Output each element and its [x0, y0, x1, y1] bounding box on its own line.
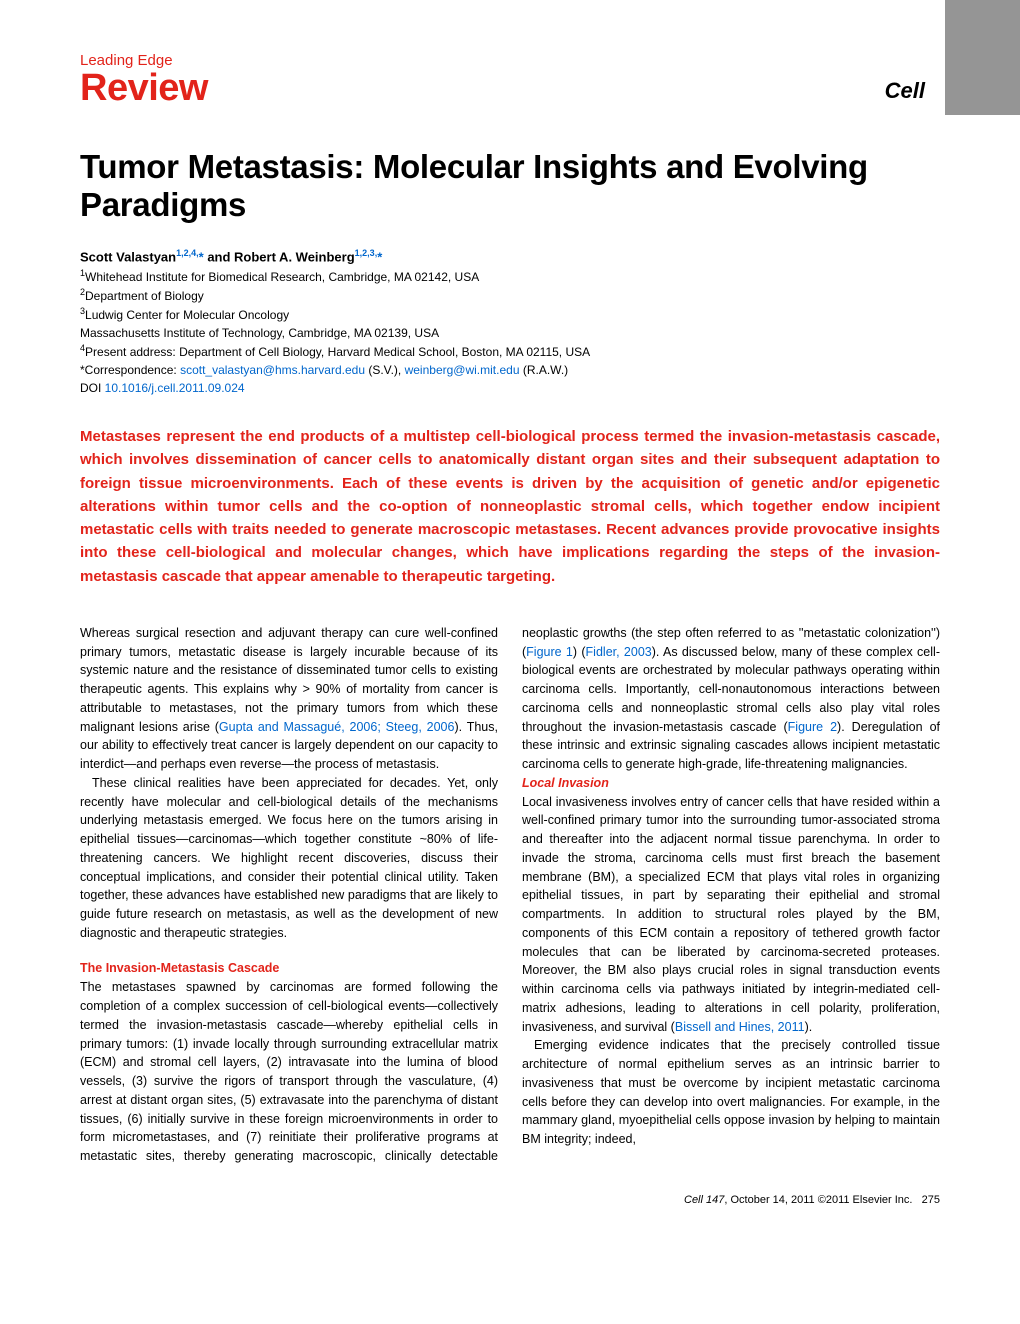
author-2-corresp[interactable]: * [377, 249, 382, 264]
para-5: Emerging evidence indicates that the pre… [522, 1036, 940, 1149]
ref-gupta-steeg[interactable]: Gupta and Massagué, 2006; Steeg, 2006 [219, 720, 455, 734]
para-2: These clinical realities have been appre… [80, 774, 498, 943]
affil-1: Whitehead Institute for Biomedical Resea… [85, 270, 479, 284]
email-2[interactable]: weinberg@wi.mit.edu [405, 363, 520, 377]
body-text: Whereas surgical resection and adjuvant … [80, 624, 940, 1166]
article-header: Leading Edge Review Cell [80, 52, 940, 110]
author-1: Scott Valastyan [80, 249, 176, 264]
ref-figure-2[interactable]: Figure 2 [788, 720, 837, 734]
author-line: Scott Valastyan1,2,4, * and Robert A. Wei… [80, 248, 940, 264]
author-1-affil[interactable]: 1,2,4, [176, 248, 199, 258]
ref-bissell[interactable]: Bissell and Hines, 2011 [675, 1020, 805, 1034]
journal-page: Leading Edge Review Cell Tumor Metastasi… [0, 0, 1020, 1236]
author-and: and Robert A. Weinberg [204, 249, 355, 264]
subsection-local-invasion: Local Invasion [522, 774, 940, 793]
affiliations-block: 1Whitehead Institute for Biomedical Rese… [80, 267, 940, 397]
footer-date: , October 14, 2011 ©2011 Elsevier Inc. [724, 1194, 912, 1206]
para-4b: ). [805, 1020, 813, 1034]
para-3b: ) ( [573, 645, 586, 659]
ref-fidler[interactable]: Fidler, 2003 [586, 645, 652, 659]
affil-2: Department of Biology [85, 289, 204, 303]
footer-volume: 147 [703, 1194, 724, 1206]
footer-page-num: 275 [922, 1194, 940, 1206]
abstract-text: Metastases represent the end products of… [80, 425, 940, 588]
email-1[interactable]: scott_valastyan@hms.harvard.edu [180, 363, 365, 377]
doi-label: DOI [80, 381, 105, 395]
author-2-affil[interactable]: 1,2,3, [355, 248, 378, 258]
para-1a: Whereas surgical resection and adjuvant … [80, 626, 498, 734]
review-label: Review [80, 67, 940, 110]
email-2-suffix: (R.A.W.) [520, 363, 569, 377]
section-invasion-cascade: The Invasion-Metastasis Cascade [80, 959, 498, 978]
affil-4: Present address: Department of Cell Biol… [85, 345, 590, 359]
affil-mit: Massachusetts Institute of Technology, C… [80, 324, 940, 342]
page-footer: Cell 147, October 14, 2011 ©2011 Elsevie… [80, 1194, 940, 1206]
journal-logo: Cell [885, 78, 925, 104]
para-4a: Local invasiveness involves entry of can… [522, 795, 940, 1034]
right-gray-block [945, 0, 1020, 115]
article-title: Tumor Metastasis: Molecular Insights and… [80, 148, 940, 224]
affil-3: Ludwig Center for Molecular Oncology [85, 308, 289, 322]
doi-link[interactable]: 10.1016/j.cell.2011.09.024 [105, 381, 245, 395]
email-1-suffix: (S.V.), [365, 363, 405, 377]
footer-journal: Cell [684, 1194, 703, 1206]
ref-figure-1[interactable]: Figure 1 [526, 645, 573, 659]
corresp-label: *Correspondence: [80, 363, 180, 377]
